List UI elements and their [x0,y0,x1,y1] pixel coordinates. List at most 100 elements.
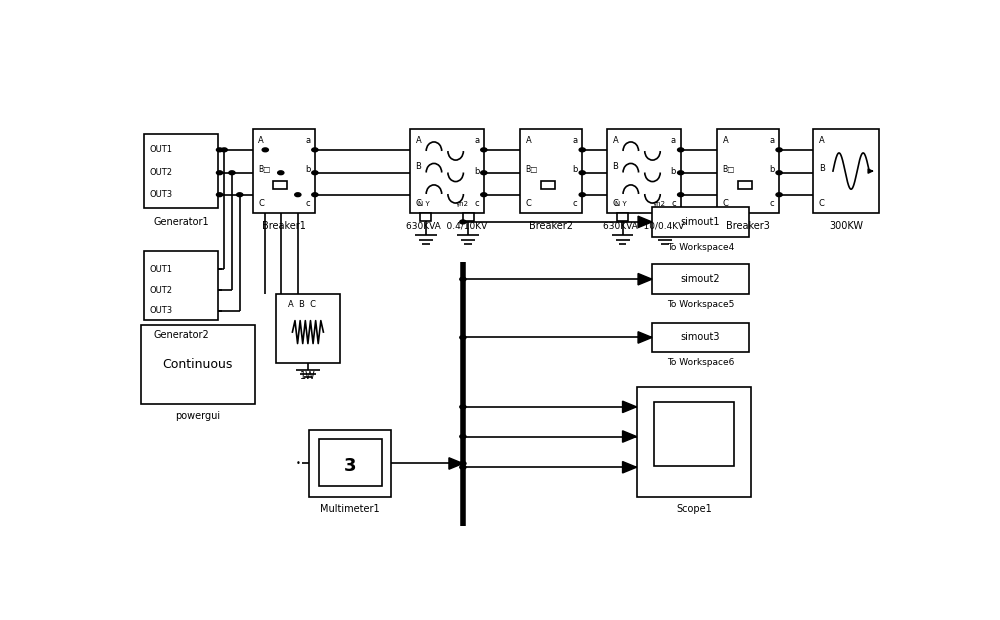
Circle shape [776,148,782,152]
Text: To Workspace6: To Workspace6 [667,358,734,367]
FancyBboxPatch shape [738,181,752,190]
Circle shape [460,277,466,281]
FancyBboxPatch shape [309,430,391,497]
Text: B: B [416,162,422,171]
Circle shape [460,461,466,466]
Circle shape [216,148,223,152]
Circle shape [678,193,684,197]
Circle shape [776,193,782,197]
Text: To Workspace5: To Workspace5 [667,300,734,309]
FancyBboxPatch shape [276,294,340,363]
Text: N Y: N Y [615,201,627,207]
Text: 300KW: 300KW [829,221,863,231]
Text: B: B [819,164,824,173]
FancyBboxPatch shape [144,251,218,321]
Text: a: a [572,136,578,145]
Circle shape [295,193,301,197]
Text: A  B  C: A B C [288,300,316,309]
Text: b: b [474,167,479,175]
Circle shape [460,466,466,469]
Text: c: c [671,199,676,208]
Text: OUT3: OUT3 [150,190,173,199]
Text: A: A [612,136,618,145]
Text: 630KVA  0.4/10KV: 630KVA 0.4/10KV [406,222,488,231]
Text: C: C [258,199,264,208]
Text: OUT1: OUT1 [150,145,173,154]
Circle shape [216,171,223,175]
Circle shape [237,193,243,197]
Text: A: A [819,136,824,145]
FancyBboxPatch shape [617,213,628,221]
Text: simout3: simout3 [681,332,720,342]
Text: 1W: 1W [300,371,316,381]
Text: c: c [770,199,774,208]
Text: Breaker3: Breaker3 [726,221,770,231]
FancyBboxPatch shape [253,130,315,213]
Text: N Y: N Y [418,201,430,207]
FancyBboxPatch shape [607,130,681,213]
Text: c: c [475,199,479,208]
Circle shape [481,171,487,175]
Text: Generator1: Generator1 [153,218,209,228]
Polygon shape [623,401,637,412]
Text: OUT1: OUT1 [150,265,173,273]
Text: B□: B□ [723,165,735,174]
Circle shape [579,193,585,197]
Circle shape [481,193,487,197]
FancyBboxPatch shape [520,130,582,213]
Circle shape [481,148,487,152]
Circle shape [579,148,585,152]
FancyBboxPatch shape [410,130,484,213]
Circle shape [278,171,284,175]
Polygon shape [623,461,637,473]
Text: c: c [306,199,310,208]
Circle shape [312,148,318,152]
Circle shape [678,148,684,152]
Text: simout1: simout1 [681,217,720,227]
Text: Continuous: Continuous [163,358,233,371]
Text: B□: B□ [258,165,271,174]
Text: C: C [416,199,422,208]
Text: C: C [526,199,532,208]
Text: OUT2: OUT2 [150,286,173,294]
Text: a: a [474,136,479,145]
Text: γn2: γn2 [456,201,469,207]
Circle shape [216,193,223,197]
Text: A: A [723,136,728,145]
Circle shape [460,435,466,438]
Text: •: • [296,459,301,468]
Text: To Workspace4: To Workspace4 [667,242,734,252]
Text: Breaker2: Breaker2 [529,221,573,231]
Text: 630KVA  10/0.4KV: 630KVA 10/0.4KV [603,222,684,231]
Circle shape [460,335,466,339]
Text: b: b [671,167,676,175]
Polygon shape [638,332,652,343]
Text: b: b [769,165,774,174]
Text: Scope1: Scope1 [676,504,712,514]
Text: 3: 3 [344,457,356,475]
FancyBboxPatch shape [652,207,749,237]
Circle shape [460,405,466,409]
Text: OUT2: OUT2 [150,168,173,177]
FancyBboxPatch shape [420,213,431,221]
Text: A: A [416,136,421,145]
Polygon shape [449,458,463,469]
Circle shape [262,148,268,152]
Polygon shape [623,431,637,442]
FancyBboxPatch shape [652,322,749,352]
FancyBboxPatch shape [541,181,555,190]
FancyBboxPatch shape [273,181,287,190]
FancyBboxPatch shape [637,387,751,497]
Text: simout2: simout2 [681,274,720,284]
Circle shape [229,171,235,175]
Text: A: A [526,136,531,145]
FancyBboxPatch shape [813,130,879,213]
FancyBboxPatch shape [140,325,255,404]
Circle shape [776,171,782,175]
Text: a: a [305,136,310,145]
Circle shape [579,171,585,175]
Text: powergui: powergui [175,410,220,421]
Text: Generator2: Generator2 [153,330,209,340]
Text: Multimeter1: Multimeter1 [320,504,380,514]
Text: Breaker1: Breaker1 [262,221,306,231]
